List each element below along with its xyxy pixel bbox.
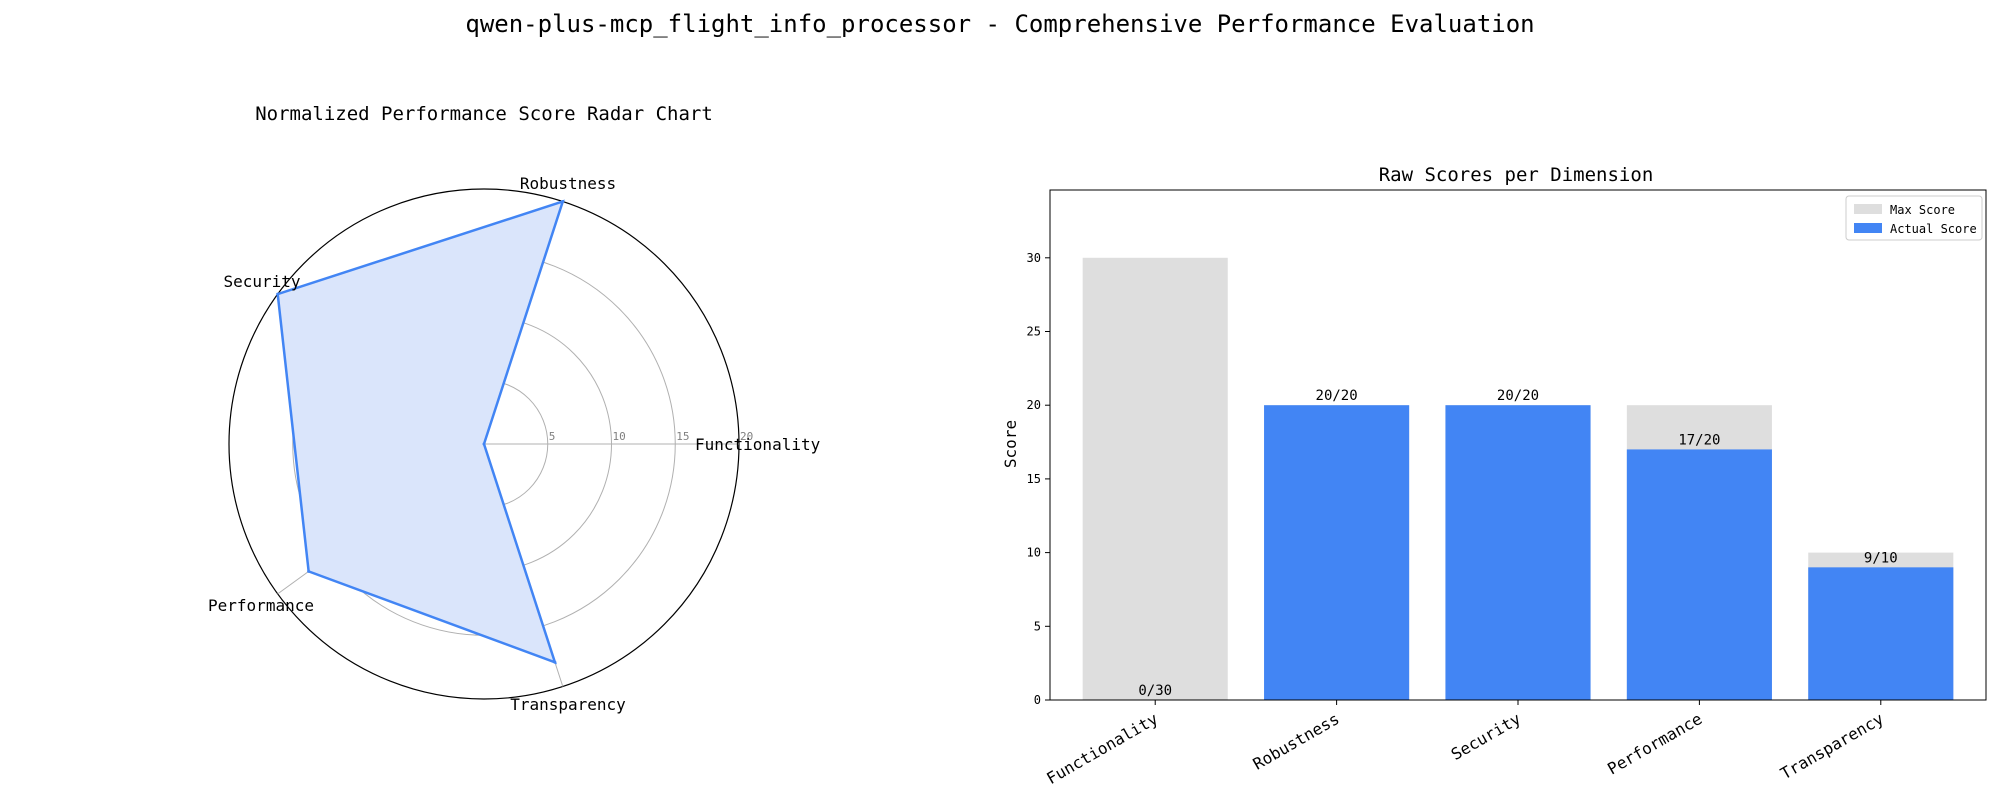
bar-data-label: 20/20 (1497, 388, 1539, 404)
legend-label: Max Score (1890, 203, 1955, 217)
radar-point (561, 199, 565, 203)
bar-chart-title: Raw Scores per Dimension (1379, 164, 1654, 186)
bar-data-label: 0/30 (1138, 683, 1172, 699)
bar-chart: Raw Scores per Dimension Score 0/30 20/20… (1001, 164, 1987, 788)
x-tick-label: Robustness (1250, 709, 1343, 774)
radar-point (276, 292, 280, 296)
bar-data-label: 9/10 (1864, 550, 1898, 566)
x-tick-label: Security (1448, 709, 1525, 764)
radar-point (553, 660, 557, 664)
x-tick-label: Performance (1604, 709, 1705, 778)
radar-chart: Normalized Performance Score Radar Chart… (208, 103, 821, 714)
legend-label: Actual Score (1890, 222, 1977, 236)
radar-category-label: Transparency (510, 695, 626, 714)
x-tick-label: Functionality (1043, 709, 1161, 788)
bar-actual-score (1264, 405, 1410, 700)
radar-r-tick-label: 20 (740, 430, 753, 443)
radar-category-label: Security (223, 272, 300, 291)
bar-actual-score (1626, 449, 1772, 700)
y-tick-label: 25 (1027, 325, 1041, 339)
y-tick-label: 0 (1034, 693, 1041, 707)
y-tick-label: 15 (1027, 472, 1041, 486)
bar-data-label: 17/20 (1678, 432, 1720, 448)
figure-title: qwen-plus-mcp_flight_info_processor - Co… (465, 10, 1534, 38)
bar-data-label: 20/20 (1316, 388, 1358, 404)
radar-category-label: Performance (208, 596, 314, 615)
radar-r-tick-label: 5 (549, 430, 556, 443)
legend-swatch (1854, 223, 1882, 233)
radar-point (482, 442, 486, 446)
y-tick-label: 20 (1027, 398, 1041, 412)
y-axis-label: Score (1001, 420, 1020, 468)
radar-category-label: Robustness (520, 174, 616, 193)
y-tick-label: 10 (1027, 546, 1041, 560)
radar-point (307, 569, 311, 573)
radar-series-area (276, 199, 565, 665)
bar-actual-score (1808, 567, 1954, 700)
radar-r-tick-label: 15 (676, 430, 689, 443)
bar-actual-score (1445, 405, 1591, 700)
radar-r-tick-label: 10 (613, 430, 626, 443)
x-tick-label: Transparency (1777, 709, 1887, 783)
radar-title: Normalized Performance Score Radar Chart (255, 103, 713, 125)
y-tick-label: 30 (1027, 251, 1041, 265)
radar-category-label: Functionality (695, 435, 821, 454)
bar-max-score (1082, 257, 1228, 700)
y-tick-label: 5 (1034, 619, 1041, 633)
legend-swatch (1854, 204, 1882, 214)
